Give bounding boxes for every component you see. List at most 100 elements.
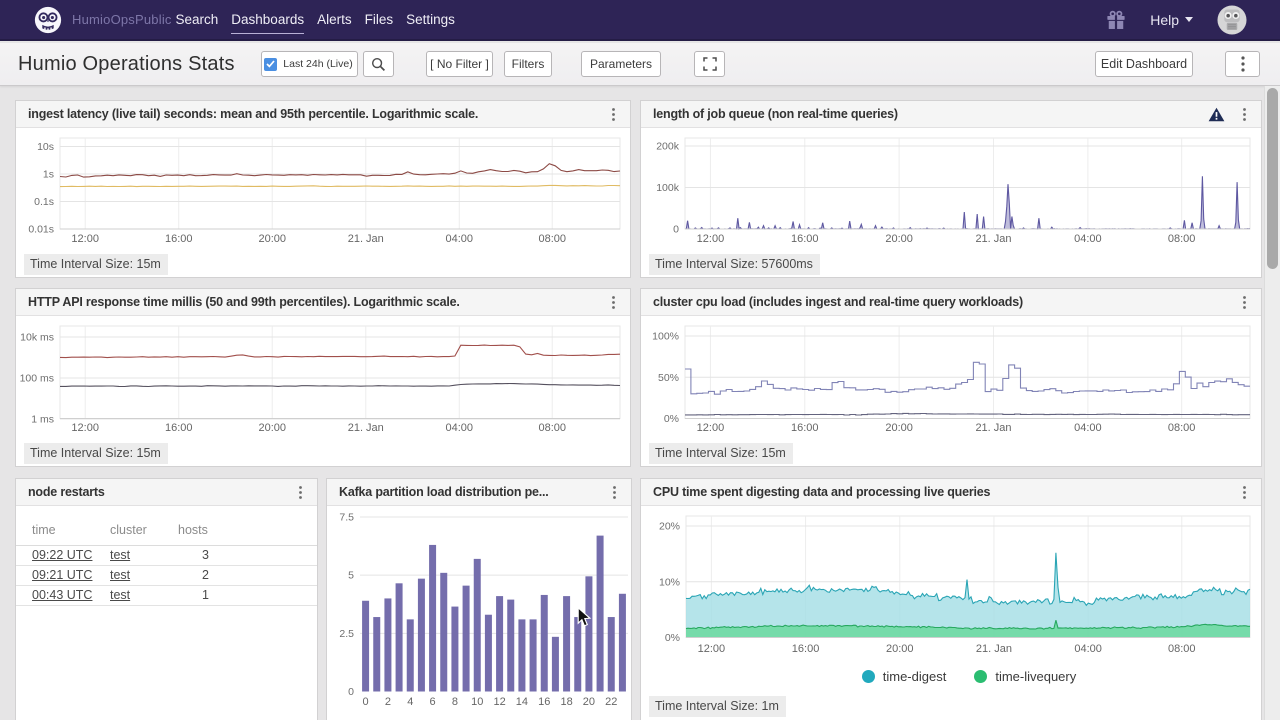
table-head: time cluster hosts bbox=[16, 519, 317, 546]
nav-item-alerts[interactable]: Alerts bbox=[317, 12, 352, 27]
parameters-button[interactable]: Parameters bbox=[581, 51, 661, 77]
dashboard-grid: ingest latency (live tail) seconds: mean… bbox=[0, 86, 1280, 720]
svg-text:16:00: 16:00 bbox=[165, 233, 193, 245]
svg-text:100k: 100k bbox=[656, 182, 680, 194]
chart-cluster-cpu: 100% 50% 0% 12:00 16:00 20:00 21. Jan 04:00 08:0… bbox=[641, 316, 1261, 471]
svg-text:0: 0 bbox=[348, 686, 354, 698]
svg-text:18: 18 bbox=[560, 696, 572, 708]
panel-menu-button[interactable] bbox=[604, 105, 622, 123]
chart-svg: 10s 1s 0.1s 0.01s 12:00 16:00 20:00 21. Jan 04:0… bbox=[28, 137, 621, 245]
chevron-down-icon bbox=[1185, 17, 1193, 22]
no-filter-button[interactable]: [ No Filter ] bbox=[426, 51, 493, 77]
panel-title: HTTP API response time millis (50 and 99… bbox=[28, 295, 460, 309]
panel-menu-button[interactable] bbox=[1235, 293, 1253, 311]
panel-cluster-cpu: cluster cpu load (includes ingest and re… bbox=[640, 288, 1262, 467]
nav-item-files[interactable]: Files bbox=[364, 12, 394, 27]
svg-text:5: 5 bbox=[348, 570, 354, 582]
filters-button[interactable]: Filters bbox=[504, 51, 552, 77]
cluster-link[interactable]: test bbox=[110, 568, 131, 582]
legend-dot-green bbox=[974, 670, 988, 683]
help-menu[interactable]: Help bbox=[1150, 12, 1193, 28]
svg-text:04:00: 04:00 bbox=[446, 233, 474, 245]
svg-text:04:00: 04:00 bbox=[1074, 643, 1102, 655]
svg-text:12:00: 12:00 bbox=[71, 233, 99, 245]
panel-header: Kafka partition load distribution pe... bbox=[327, 479, 631, 506]
cluster-link[interactable]: test bbox=[110, 548, 131, 562]
nav-right-group: Help bbox=[1105, 4, 1280, 35]
chart-svg: 200k 100k 0 12:00 16:00 20:00 21. Jan 04:00 08:0… bbox=[656, 137, 1251, 245]
svg-text:0%: 0% bbox=[664, 413, 679, 425]
hosts-value: 3 bbox=[178, 545, 317, 566]
nav-item-search[interactable]: Search bbox=[175, 12, 219, 27]
svg-text:1 ms: 1 ms bbox=[31, 414, 54, 426]
time-link[interactable]: 00:43 UTC bbox=[32, 588, 93, 602]
repo-name[interactable]: HumioOpsPublic bbox=[72, 12, 172, 27]
edit-dashboard-button[interactable]: Edit Dashboard bbox=[1095, 51, 1193, 77]
scrollbar-thumb[interactable] bbox=[1267, 88, 1278, 269]
chart-legend: time-digest time-livequery bbox=[641, 669, 1261, 684]
table-header-row: time cluster hosts bbox=[16, 519, 317, 546]
dashboard-header-bar: Humio Operations Stats Last 24h (Live) [… bbox=[0, 43, 1280, 86]
panel-kafka: Kafka partition load distribution pe... … bbox=[326, 478, 632, 720]
nav-item-dashboards[interactable]: Dashboards bbox=[225, 7, 311, 34]
svg-text:20%: 20% bbox=[659, 521, 680, 533]
live-checkbox[interactable] bbox=[264, 57, 278, 71]
panel-menu-button[interactable] bbox=[605, 483, 623, 501]
panel-header: CPU time spent digesting data and proces… bbox=[641, 479, 1261, 506]
legend-item-time-digest[interactable]: time-digest bbox=[861, 669, 946, 684]
svg-text:04:00: 04:00 bbox=[1074, 422, 1102, 434]
svg-text:50%: 50% bbox=[658, 372, 679, 384]
svg-text:12:00: 12:00 bbox=[697, 422, 725, 434]
page-scrollbar[interactable] bbox=[1264, 86, 1280, 720]
svg-text:12:00: 12:00 bbox=[697, 233, 725, 245]
panel-header: length of job queue (non real-time queri… bbox=[641, 101, 1261, 128]
cluster-cell: test bbox=[110, 585, 178, 606]
panel-menu-button[interactable] bbox=[1235, 483, 1253, 501]
chart-http-api: 10k ms 100 ms 1 ms 12:00 16:00 20:00 21. Jan 04… bbox=[16, 316, 630, 471]
column-header-cluster: cluster bbox=[110, 519, 178, 546]
help-label: Help bbox=[1150, 11, 1179, 28]
svg-text:20:00: 20:00 bbox=[258, 233, 286, 245]
svg-text:100%: 100% bbox=[652, 331, 679, 343]
user-avatar[interactable] bbox=[1217, 4, 1247, 35]
top-nav-bar: HumioOpsPublic Search Dashboards Alerts … bbox=[0, 0, 1280, 41]
svg-text:10: 10 bbox=[471, 696, 483, 708]
svg-text:2.5: 2.5 bbox=[339, 628, 354, 640]
panel-menu-button[interactable] bbox=[291, 483, 309, 501]
panel-title: ingest latency (live tail) seconds: mean… bbox=[28, 107, 479, 121]
svg-text:20:00: 20:00 bbox=[886, 643, 914, 655]
time-range-button[interactable]: Last 24h (Live) bbox=[261, 51, 358, 77]
warning-icon[interactable] bbox=[1208, 107, 1225, 122]
search-button[interactable] bbox=[363, 51, 394, 77]
svg-text:04:00: 04:00 bbox=[1074, 233, 1102, 245]
main-nav: Search Dashboards Alerts Files Settings bbox=[169, 7, 461, 34]
time-interval-label: Time Interval Size: 15m bbox=[24, 254, 168, 275]
chart-ingest-latency: 10s 1s 0.1s 0.01s 12:00 16:00 20:00 21. Jan 04:0… bbox=[16, 128, 630, 282]
svg-text:20: 20 bbox=[583, 696, 595, 708]
panel-menu-button[interactable] bbox=[1235, 105, 1253, 123]
nav-item-settings[interactable]: Settings bbox=[406, 12, 455, 27]
table-body: 09:22 UTC test 3 09:21 UTC test 2 00:43 … bbox=[16, 545, 317, 606]
node-restarts-table: time cluster hosts 09:22 UTC test 3 09:2… bbox=[16, 519, 317, 606]
panel-menu-button[interactable] bbox=[604, 293, 622, 311]
svg-text:21. Jan: 21. Jan bbox=[348, 233, 384, 245]
svg-text:21. Jan: 21. Jan bbox=[348, 422, 384, 434]
panel-job-queue: length of job queue (non real-time queri… bbox=[640, 100, 1262, 278]
gift-icon[interactable] bbox=[1105, 9, 1127, 31]
fullscreen-button[interactable] bbox=[694, 51, 725, 77]
table-row: 09:22 UTC test 3 bbox=[16, 545, 317, 566]
cluster-link[interactable]: test bbox=[110, 588, 131, 602]
time-link[interactable]: 09:21 UTC bbox=[32, 568, 93, 582]
svg-text:0.1s: 0.1s bbox=[34, 196, 54, 208]
dashboard-menu-button[interactable] bbox=[1225, 51, 1260, 77]
svg-text:0.01s: 0.01s bbox=[28, 224, 54, 236]
time-interval-label: Time Interval Size: 1m bbox=[649, 696, 786, 717]
humio-logo-icon[interactable] bbox=[34, 6, 62, 34]
time-link[interactable]: 09:22 UTC bbox=[32, 548, 93, 562]
svg-text:08:00: 08:00 bbox=[1168, 643, 1196, 655]
legend-label: time-livequery bbox=[995, 669, 1077, 684]
table-row: 00:43 UTC test 1 bbox=[16, 585, 317, 606]
legend-item-time-livequery[interactable]: time-livequery bbox=[974, 669, 1076, 684]
svg-text:21. Jan: 21. Jan bbox=[975, 233, 1011, 245]
hosts-value: 2 bbox=[178, 565, 317, 586]
